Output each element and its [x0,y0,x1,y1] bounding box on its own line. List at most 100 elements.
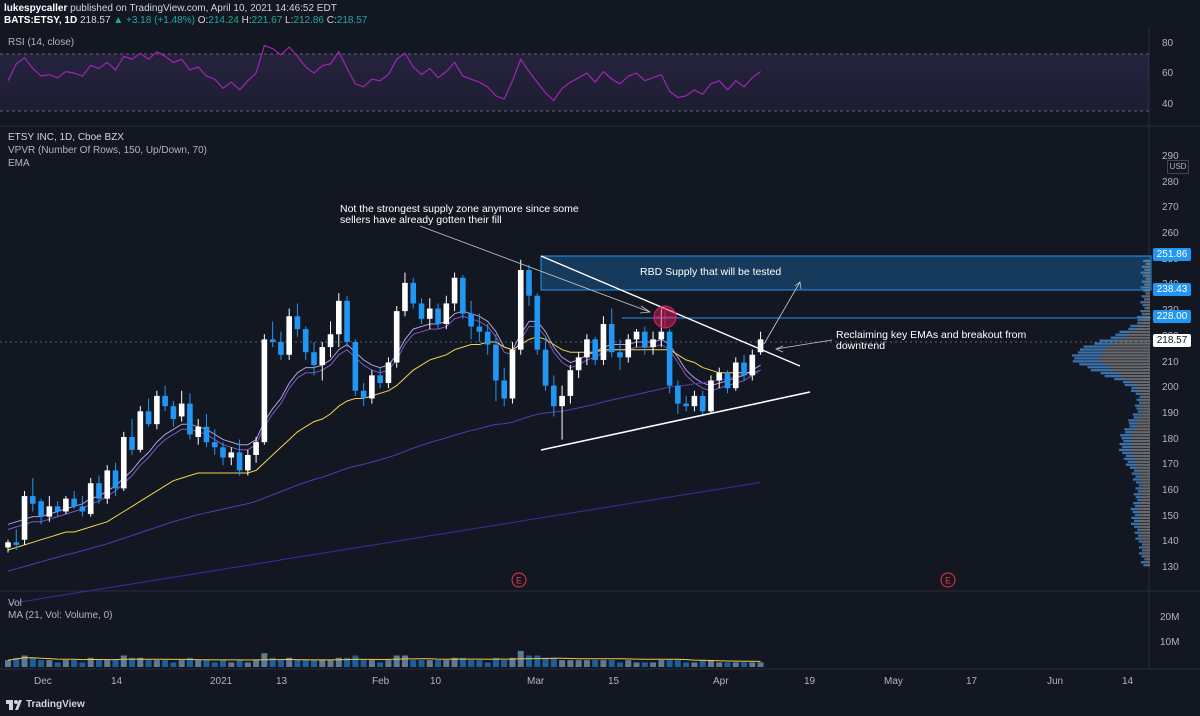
candle[interactable] [592,336,598,366]
candle[interactable] [493,334,499,402]
candle[interactable] [311,341,317,376]
rsi-line[interactable] [7,44,761,102]
candle[interactable] [63,496,69,515]
candle[interactable] [211,429,218,455]
rbd-supply-annotation[interactable]: RBD Supply that will be tested [640,266,782,278]
candle[interactable] [641,326,648,355]
candle[interactable] [369,370,375,404]
candle[interactable] [145,398,152,427]
earnings-marker-2[interactable] [940,572,956,588]
candle[interactable] [13,529,20,551]
currency-label[interactable]: USD [1167,160,1189,174]
ema-21-line[interactable] [7,315,761,530]
candle[interactable] [517,259,524,355]
symbol-label[interactable]: BATS:ETSY, 1D [4,15,78,26]
candle[interactable] [187,393,193,440]
candle[interactable] [559,385,565,440]
volume-bars[interactable] [5,650,764,667]
candle[interactable] [46,496,53,522]
candle[interactable] [104,465,111,504]
tradingview-brand[interactable]: TradingView [26,699,85,710]
candle[interactable] [410,277,417,309]
candle[interactable] [352,339,359,396]
candle[interactable] [112,462,119,497]
supply-note-annotation[interactable]: Not the strongest supply zone anymore si… [340,204,579,226]
ema-8-line[interactable] [7,310,761,525]
candle[interactable] [584,334,590,366]
candle[interactable] [575,352,582,378]
uptrend-support-line[interactable] [540,391,811,451]
rbd-supply-zone[interactable] [540,255,1152,291]
volume-profile[interactable] [1072,259,1150,567]
candle[interactable] [162,385,168,412]
ema-200-line[interactable] [7,481,761,605]
candle[interactable] [220,442,226,466]
candle[interactable] [542,336,549,391]
candlesticks[interactable] [5,259,764,553]
rsi-label[interactable]: RSI (14, close) [8,37,75,48]
candle[interactable] [757,331,764,355]
candle[interactable] [336,293,342,348]
candle[interactable] [650,331,656,355]
candle[interactable] [54,501,61,517]
candle[interactable] [402,272,408,317]
ema-indicator-label[interactable]: EMA [8,158,30,169]
candle[interactable] [79,496,86,517]
candle[interactable] [625,334,632,363]
candle[interactable] [21,490,28,545]
candle[interactable] [435,303,441,330]
candle[interactable] [683,395,689,412]
candle[interactable] [253,436,259,463]
vpvr-indicator-label[interactable]: VPVR (Number Of Rows, 150, Up/Down, 70) [8,145,207,156]
main-pane-title[interactable]: ETSY INC, 1D, Cboe BZX [8,132,124,143]
candle[interactable] [716,367,723,389]
drawings[interactable] [419,225,833,451]
candle[interactable] [170,401,177,427]
candle[interactable] [327,321,334,358]
candle[interactable] [96,475,102,504]
candle[interactable] [38,498,44,525]
candle[interactable] [551,375,557,417]
candle[interactable] [269,321,276,348]
candle[interactable] [501,367,507,407]
candle[interactable] [509,341,516,404]
volume-ma-label[interactable]: MA (21, Vol: Volume, 0) [8,610,113,621]
candle[interactable] [278,331,284,360]
candle[interactable] [393,305,400,368]
candle[interactable] [526,264,532,306]
candle[interactable] [699,390,706,417]
reclaim-annotation[interactable]: Reclaiming key EMAs and breakout from do… [836,330,1026,352]
candle[interactable] [154,390,160,430]
candle[interactable] [675,380,681,414]
candle[interactable] [236,439,243,476]
publisher-name[interactable]: lukespycaller [4,3,68,14]
candle[interactable] [385,357,392,389]
candle[interactable] [724,370,731,394]
candle[interactable] [71,490,77,509]
candle[interactable] [129,419,135,455]
volume-label[interactable]: Vol [8,598,22,609]
candle[interactable] [732,357,739,391]
candle[interactable] [460,275,466,319]
candle[interactable] [708,375,714,414]
candle[interactable] [418,298,425,324]
candle[interactable] [443,295,450,330]
candle[interactable] [741,354,747,381]
downtrend-line[interactable] [540,255,801,367]
candle[interactable] [30,478,36,512]
candle[interactable] [633,329,640,348]
candle[interactable] [360,383,367,407]
candle[interactable] [749,349,756,381]
candle[interactable] [691,390,698,412]
candle[interactable] [600,316,607,366]
candle[interactable] [137,406,144,453]
rbd-arrow-line[interactable] [763,281,801,345]
candle[interactable] [666,329,673,394]
ema-50-line[interactable] [7,336,761,551]
candle[interactable] [476,313,483,342]
candle[interactable] [319,341,326,381]
ema-100-line[interactable] [7,369,761,572]
candle[interactable] [245,449,251,476]
candle[interactable] [377,367,383,389]
